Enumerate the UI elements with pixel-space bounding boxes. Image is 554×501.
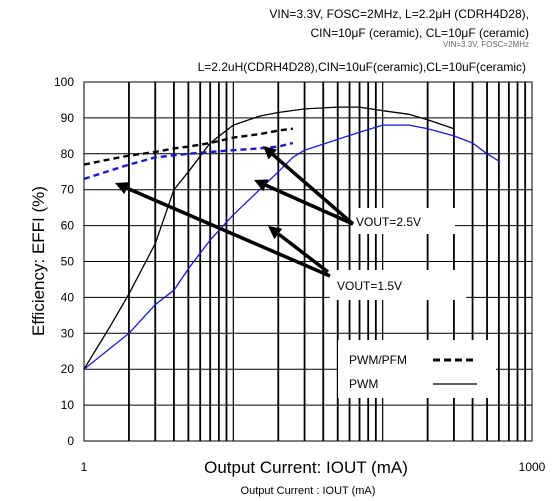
y-axis-ticks: 0 10 20 30 40 50 60 70 80 90 100 (54, 75, 74, 448)
y-tick-label: 30 (61, 326, 75, 340)
header-line-1: VIN=3.3V, FOSC=2MHz, L=2.2μH (CDRH4D28), (269, 7, 529, 21)
header-overlap-text: VIN=3.3V, FOSC=2MHz (443, 40, 529, 49)
annotation-arrows (115, 146, 355, 278)
header-line-3: L=2.2uH(CDRH4D28),CIN=10uF(ceramic),CL=1… (198, 60, 526, 74)
arrow-2v5-b-head (263, 146, 278, 160)
annotation-box-2v5 (351, 208, 455, 234)
arrow-2v5-b-shaft (271, 153, 355, 226)
x-tick-label-min: 1 (81, 460, 88, 474)
header-line-2: CIN=10μF (ceramic), CL=10μF (ceramic) (310, 26, 529, 40)
legend-box (338, 340, 496, 398)
series-layer (83, 106, 500, 370)
x-axis-label: Output Current: IOUT (mA) (204, 458, 408, 477)
arrow-2v5-a-head (254, 179, 269, 192)
annotation-vout-2v5: VOUT=2.5V (356, 215, 421, 229)
x-tick-label-max: 1000 (519, 460, 546, 474)
x-axis-label-small: Output Current : IOUT (mA) (241, 485, 376, 497)
y-tick-label: 60 (61, 219, 75, 233)
y-tick-label: 50 (61, 255, 75, 269)
y-tick-label: 20 (61, 362, 75, 376)
y-tick-label: 80 (61, 147, 75, 161)
series-line-2v5v-pwm-pfm (83, 127, 293, 166)
annotation-vout-1v5: VOUT=1.5V (337, 279, 402, 293)
y-axis-label: Efficiency: EFFI (%) (29, 186, 48, 336)
y-tick-label: 100 (54, 75, 74, 89)
y-tick-label: 10 (61, 398, 75, 412)
arrow-2v5-a-shaft (265, 183, 354, 226)
y-tick-label: 90 (61, 111, 75, 125)
legend-label-pwm-pfm: PWM/PFM (349, 353, 407, 367)
arrow-1v5-b-head (268, 226, 283, 240)
plot-frame (83, 81, 533, 442)
arrow-1v5-b-shaft (277, 232, 330, 274)
y-tick-label: 70 (61, 183, 75, 197)
annotations: VOUT=2.5V VOUT=1.5V (330, 208, 466, 300)
y-tick-label: 0 (67, 434, 74, 448)
legend: PWM/PFM PWM (338, 340, 496, 398)
y-tick-label: 40 (61, 290, 75, 304)
arrow-1v5-a-head (115, 182, 130, 195)
legend-label-pwm: PWM (349, 377, 378, 391)
arrow-1v5-a-shaft (126, 186, 331, 278)
series-line-1v5v-pwm-pfm (83, 141, 294, 181)
series-line-1v5v-pwm (83, 124, 500, 370)
annotation-box-1v5 (330, 270, 466, 300)
series-line-2v5v-pwm (83, 106, 455, 370)
